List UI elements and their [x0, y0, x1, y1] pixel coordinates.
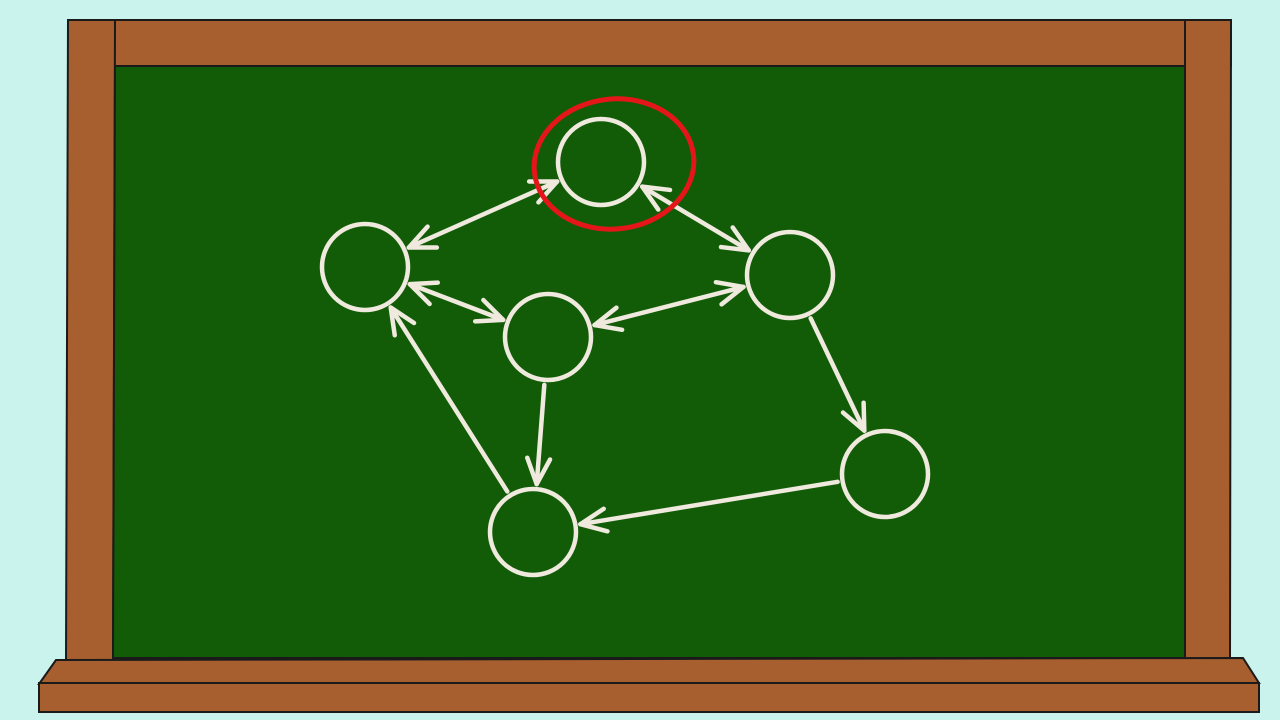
graph-nodes	[319, 116, 931, 578]
arrowhead-icon	[592, 305, 625, 333]
edge-line	[534, 382, 547, 487]
chalk-tray-top	[37, 656, 1261, 686]
frame-left-post	[64, 19, 117, 663]
edge-far-right-bottom	[578, 479, 840, 534]
edge-line	[578, 479, 840, 527]
edge-right-far-right	[808, 316, 867, 433]
arrowhead-icon	[407, 280, 441, 307]
arrowhead-icon	[718, 225, 752, 253]
highlight-layer	[531, 96, 697, 232]
arrowhead-icon	[840, 400, 867, 433]
edge-line	[808, 316, 867, 433]
edge-line	[388, 305, 510, 494]
edge-line	[592, 284, 746, 328]
arrowhead-icon	[406, 224, 440, 250]
node-left	[319, 221, 411, 313]
board-surface	[111, 65, 1186, 659]
chalkboard	[37, 19, 1261, 713]
node-right	[744, 229, 836, 321]
arrowhead-icon	[713, 279, 746, 307]
arrowhead-icon	[578, 506, 610, 534]
chalk-tray-front	[38, 682, 1260, 713]
frame-top-rail	[67, 19, 1232, 67]
edge-line	[407, 281, 506, 323]
edge-line	[639, 184, 752, 253]
highlight-circle	[531, 96, 697, 232]
edge-left-center	[407, 280, 506, 324]
arrowhead-icon	[639, 184, 673, 212]
arrowhead-icon	[525, 455, 553, 487]
arrowhead-icon	[472, 297, 506, 324]
edge-center-bottom	[525, 382, 553, 487]
edge-line	[406, 179, 560, 250]
node-bottom	[487, 486, 579, 578]
node-center	[502, 291, 594, 383]
node-far-right	[839, 428, 931, 520]
edge-bottom-left	[388, 305, 510, 494]
arrowhead-icon	[388, 305, 417, 338]
node-top	[555, 116, 647, 208]
edge-top-right	[639, 184, 752, 253]
edge-center-right	[592, 279, 746, 333]
frame-right-post	[1184, 19, 1233, 663]
